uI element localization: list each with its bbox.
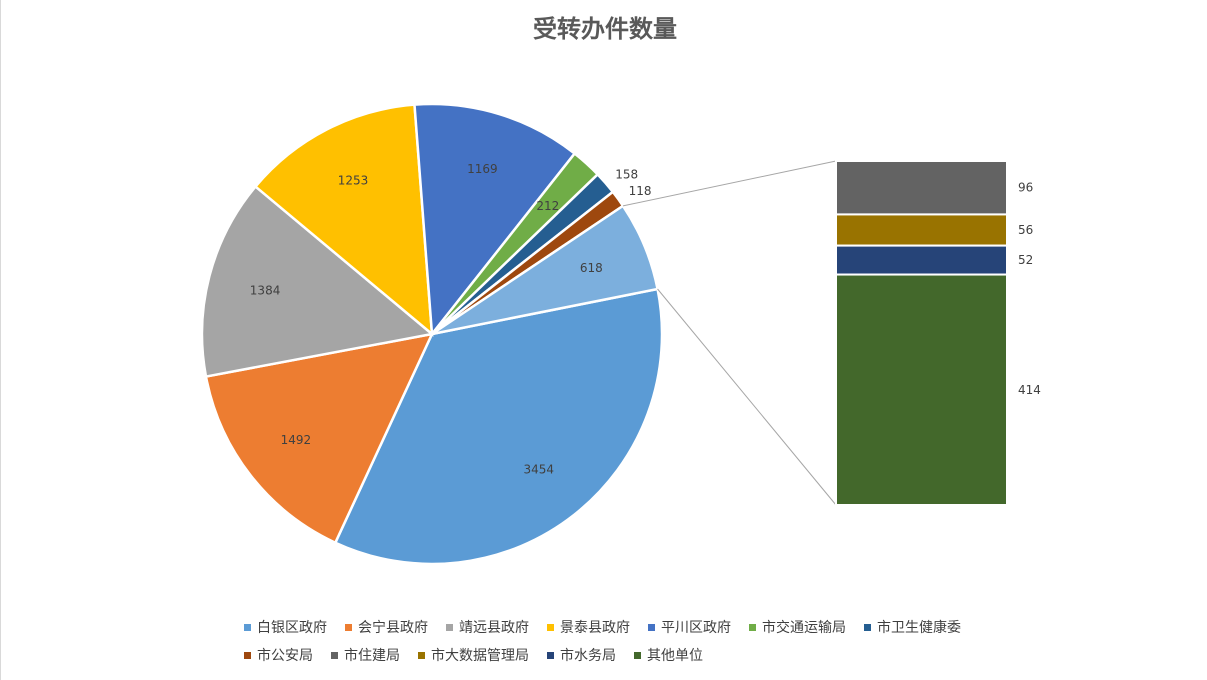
bar-segment: [835, 244, 1008, 276]
pie-slice: [204, 332, 435, 545]
legend-entry: 市大数据管理局: [418, 646, 529, 664]
bar-data-label: 414: [1018, 383, 1041, 397]
pie-slice: [333, 287, 664, 566]
legend-swatch: [244, 623, 251, 631]
legend-entry: 市住建局: [331, 646, 400, 664]
legend-swatch: [345, 623, 352, 631]
chart-title: 受转办件数量: [533, 15, 677, 43]
legend-swatch: [749, 623, 756, 631]
legend-swatch: [331, 651, 338, 659]
pie-data-label: 1492: [281, 433, 312, 447]
legend-entry: 会宁县政府: [345, 618, 428, 636]
bar-data-label: 96: [1018, 181, 1033, 195]
pie-data-label: 3454: [523, 463, 554, 477]
legend-label: 靖远县政府: [459, 620, 529, 636]
legend-label: 会宁县政府: [358, 620, 428, 636]
legend-label: 市卫生健康委: [877, 620, 961, 636]
bar-data-label: 56: [1018, 223, 1033, 237]
legend-label: 市大数据管理局: [431, 648, 529, 664]
bar-segment: [835, 273, 1008, 507]
legend-entry: 市水务局: [547, 646, 616, 664]
legend-label: 平川区政府: [661, 620, 731, 636]
stacked-bar: 96 56 52 414: [835, 160, 1041, 507]
legend-label: 市公安局: [257, 648, 313, 664]
pie-data-label: 618: [580, 261, 603, 275]
connector-lines: [622, 160, 837, 506]
pie-data-label: 118: [629, 184, 652, 198]
bar-segment: [835, 213, 1008, 247]
legend-label: 其他单位: [647, 648, 703, 664]
legend-entry: 市公安局: [244, 646, 313, 664]
connector-line: [622, 160, 837, 207]
connector-line: [657, 288, 837, 506]
legend-entry: 靖远县政府: [446, 618, 529, 636]
legend-label: 白银区政府: [257, 620, 327, 636]
legend-swatch: [418, 651, 425, 659]
legend-label: 景泰县政府: [560, 620, 630, 636]
legend-swatch: [648, 623, 655, 631]
legend-swatch: [547, 651, 554, 659]
legend-entry: 景泰县政府: [547, 618, 630, 636]
pie-data-label: 1169: [467, 162, 498, 176]
pie-slice: [413, 102, 577, 338]
legend-swatch: [244, 651, 251, 659]
pie: 3454 1492 1384 1253 1169 212 158 118 618: [200, 102, 664, 566]
legend-entry: 市交通运输局: [749, 618, 846, 636]
pie-data-label: 1253: [338, 174, 369, 188]
legend-label: 市水务局: [560, 648, 616, 664]
legend-entry: 其他单位: [634, 646, 703, 664]
legend-label: 市住建局: [344, 648, 400, 664]
legend-swatch: [446, 623, 453, 631]
pie-data-label: 1384: [250, 283, 281, 297]
legend-swatch: [864, 623, 871, 631]
legend-entry: 白银区政府: [244, 618, 327, 636]
legend-swatch: [547, 623, 554, 631]
legend-entry: 市卫生健康委: [864, 618, 961, 636]
pie-slice: [253, 103, 434, 337]
legend-swatch: [634, 651, 641, 659]
legend: 白银区政府 会宁县政府 靖远县政府 景泰县政府 平川区政府 市交通运输局 市卫生健康委市公安…: [244, 618, 1004, 664]
pie-slice: [200, 184, 435, 379]
bar-segment: [835, 160, 1008, 216]
legend-label: 市交通运输局: [762, 620, 846, 636]
bar-data-label: 52: [1018, 253, 1033, 267]
pie-data-label: 212: [536, 199, 559, 213]
legend-entry: 平川区政府: [648, 618, 731, 636]
pie-data-label: 158: [615, 167, 638, 181]
